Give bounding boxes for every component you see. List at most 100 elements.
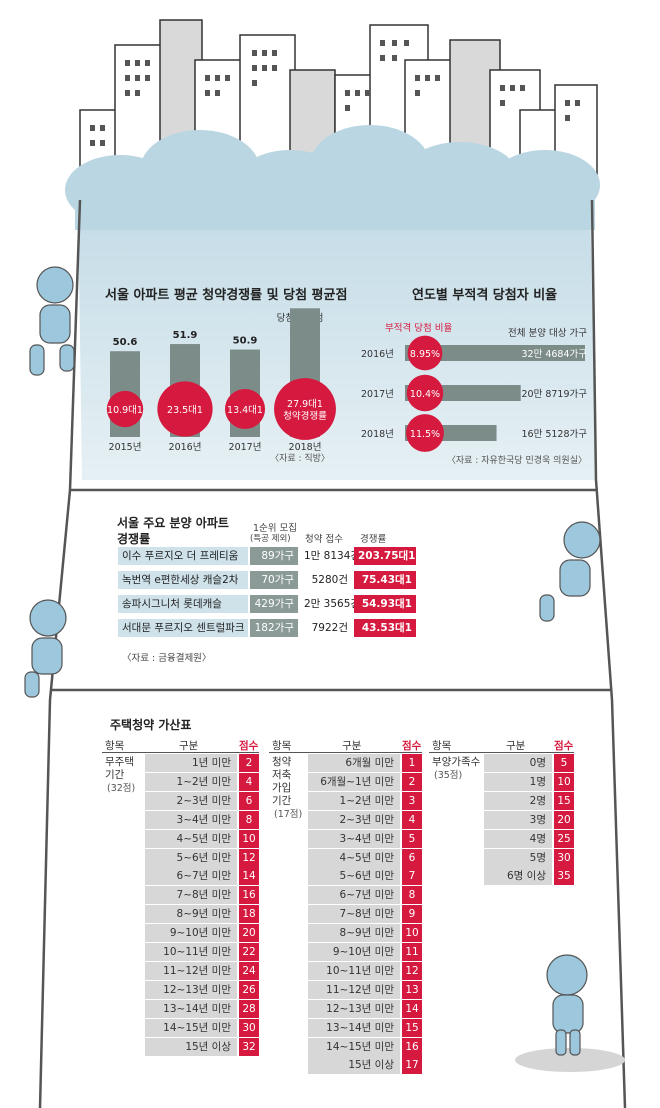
table2-item-label: 기간 <box>105 769 125 781</box>
table2-item-label: 저축 <box>272 769 292 781</box>
table2-score-cell: 11 <box>402 943 422 961</box>
table1-name-cell: 서대문 푸르지오 센트럴파크 <box>118 619 248 637</box>
table2-score-cell: 10 <box>554 772 574 791</box>
table2-title: 주택청약 가산표 <box>110 718 192 732</box>
table2-header-rule <box>429 752 574 753</box>
table2-score-cell: 12 <box>402 961 422 980</box>
table2-category-cell: 12~13년 미만 <box>308 999 400 1018</box>
table2-score-cell: 32 <box>239 1037 259 1056</box>
table1-title-1: 서울 주요 분양 아파트 <box>117 516 229 530</box>
chart1-comp-label: 27.9대1 <box>287 399 323 410</box>
table2-score-cell: 14 <box>402 999 422 1018</box>
table2-category-cell: 3명 <box>484 810 552 829</box>
table2-score-cell: 15 <box>402 1018 422 1037</box>
table2-score-cell: 22 <box>239 943 259 961</box>
table2-score-cell: 5 <box>402 829 422 848</box>
table2-item-label: 무주택 <box>105 756 134 768</box>
table2-score-cell: 4 <box>402 810 422 829</box>
table1-rate-cell: 75.43대1 <box>354 571 416 589</box>
chart1-svg: 당첨 평균점50.610.9대12015년51.923.5대12016년50.9… <box>106 305 336 464</box>
chart1-source: 〈자료 : 직방〉 <box>270 453 330 464</box>
table2-header-item: 항목 <box>105 740 125 752</box>
chart1-comp-circle <box>274 378 336 440</box>
chart1-comp-circle <box>224 388 266 430</box>
table2-category-cell: 1명 <box>484 772 552 791</box>
chart2-rate-label: 11.5% <box>410 429 440 440</box>
table2-header-score: 점수 <box>239 740 259 752</box>
table1-rate-cell: 54.93대1 <box>354 595 416 613</box>
table2-score-cell: 6 <box>402 848 422 867</box>
chart2-total-label: 16만 5128가구 <box>521 429 587 440</box>
table1-name-cell: 이수 푸르지오 더 프레티움 <box>118 547 248 565</box>
table2-score-cell: 28 <box>239 999 259 1018</box>
cliff-outline <box>38 199 627 1108</box>
table2-score-cell: 7 <box>402 867 422 886</box>
table2-category-cell: 7~8년 미만 <box>308 905 400 924</box>
climber-mid-left <box>24 599 67 698</box>
table2-score-cell: 1 <box>402 754 422 772</box>
table1-body: 이수 푸르지오 더 프레티움 89가구 1만 8134건 203.75대1 녹번역 e편… <box>118 547 418 647</box>
chart2-svg: 부적격 당첨 비율 전체 분양 대상 가구 2016년 32만 4684가구 8.95%… <box>361 322 587 466</box>
table2-score-cell: 35 <box>554 867 574 886</box>
table1-apply-cell: 7922건 <box>311 622 348 634</box>
table1-apply-cell: 5280건 <box>311 574 348 586</box>
table2-category-cell: 2명 <box>484 791 552 810</box>
table2-score-cell: 15 <box>554 791 574 810</box>
table2-score-cell: 17 <box>402 1056 422 1075</box>
table2-score-cell: 20 <box>239 924 259 943</box>
table2-category-cell: 5~6년 미만 <box>145 848 237 867</box>
table2-header-score: 점수 <box>402 740 422 752</box>
chart2-total-label: 32만 4684가구 <box>521 349 587 360</box>
table2-score-cell: 12 <box>239 848 259 867</box>
table2-category-cell: 6개월~1년 미만 <box>308 772 400 791</box>
table2-category-cell: 6개월 미만 <box>308 754 400 772</box>
chart1-comp-annotation: 청약경쟁률 <box>283 410 327 422</box>
table1-col-apply: 청약 접수 <box>305 534 343 545</box>
table1-apply-cell: 2만 3565건 <box>304 598 361 610</box>
chart1-year-label: 2016년 <box>169 442 202 453</box>
table2-score-cell: 8 <box>239 810 259 829</box>
table2-category-cell: 13~14년 미만 <box>145 999 237 1018</box>
chart2-title: 연도별 부적격 당첨자 비율 <box>412 288 558 303</box>
chart2-total-bar <box>405 345 585 361</box>
table2-score-cell: 5 <box>554 754 574 772</box>
table1-recruit-cell: 429가구 <box>250 595 298 613</box>
table1-title-2: 경쟁률 <box>117 532 151 546</box>
table2-category-cell: 1~2년 미만 <box>145 772 237 791</box>
table2-category-cell: 9~10년 미만 <box>308 943 400 961</box>
chart2-rate-legend: 부적격 당첨 비율 <box>385 322 452 334</box>
table2-category-cell: 1~2년 미만 <box>308 791 400 810</box>
table2-item-max: (17점) <box>274 809 303 820</box>
table2-item-max: (32점) <box>107 783 136 794</box>
chart1-comp-circle <box>157 381 213 437</box>
table2-category-cell: 8~9년 미만 <box>145 905 237 924</box>
table1-col-recruit: 1순위 모집 <box>253 523 298 534</box>
chart2-total-legend: 전체 분양 대상 가구 <box>508 328 587 339</box>
chart1-score-label: 50.6 <box>113 337 138 348</box>
chart1-year-label: 2015년 <box>109 442 142 453</box>
table2-category-cell: 5~6년 미만 <box>308 867 400 886</box>
chart1-year-label: 2018년 <box>289 442 322 453</box>
table2-item-label: 기간 <box>272 795 292 807</box>
table2-category-cell: 4~5년 미만 <box>145 829 237 848</box>
standing-figure <box>515 954 625 1072</box>
building-windows <box>90 40 580 146</box>
table2-category-cell: 4명 <box>484 829 552 848</box>
table2-category-cell: 5명 <box>484 848 552 867</box>
table2-score-cell: 30 <box>239 1018 259 1037</box>
table2-category-cell: 9~10년 미만 <box>145 924 237 943</box>
table2-score-cell: 16 <box>239 886 259 905</box>
chart1-comp-label: 13.4대1 <box>227 405 263 416</box>
chart2-total-label: 20만 8719가구 <box>521 389 587 400</box>
table1-recruit-cell: 70가구 <box>250 571 298 589</box>
table2-category-cell: 14~15년 미만 <box>308 1037 400 1056</box>
table2-score-cell: 25 <box>554 829 574 848</box>
table2-header-rule <box>269 752 422 753</box>
table2-category-cell: 11~12년 미만 <box>308 980 400 999</box>
chart2-rate-circle <box>407 335 443 371</box>
table2-category-cell: 1년 미만 <box>145 754 237 772</box>
chart2-source: 〈자료 : 자유한국당 민경욱 의원실〉 <box>447 454 587 466</box>
table2-item-label: 가입 <box>272 782 292 794</box>
table2-category-cell: 13~14년 미만 <box>308 1018 400 1037</box>
